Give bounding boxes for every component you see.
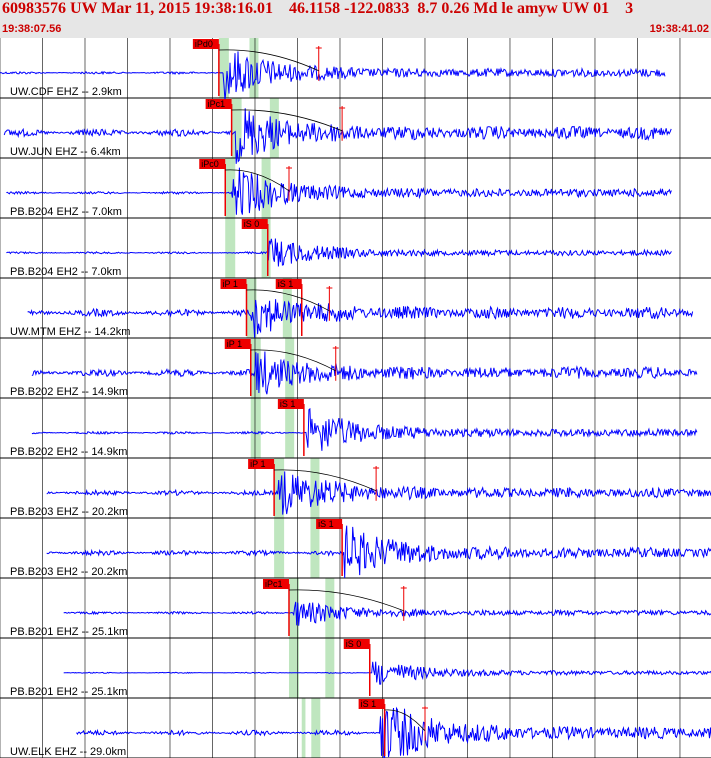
phase-window xyxy=(285,338,295,398)
seismogram-trace xyxy=(63,661,711,685)
pick-flag xyxy=(205,99,232,109)
phase-window xyxy=(250,398,261,458)
phase-window xyxy=(325,638,335,698)
pick-label: iPc0 xyxy=(201,159,219,169)
seismogram-trace xyxy=(31,407,698,451)
pick-flag xyxy=(277,399,304,409)
seismogram-trace xyxy=(46,525,711,579)
coda-curve xyxy=(288,589,404,612)
pick-flag xyxy=(220,279,247,289)
phase-window xyxy=(269,98,279,158)
coda-curve xyxy=(384,709,426,732)
trace-label: PB.B201 EH2 -- 25.1km xyxy=(10,686,127,698)
pick-flag xyxy=(199,159,226,169)
grid-lines xyxy=(0,38,711,758)
phase-window xyxy=(249,38,259,98)
phase-window xyxy=(274,518,285,578)
pick-flag xyxy=(241,219,268,229)
time-start-label: 19:38:07.56 xyxy=(2,23,62,35)
trace-label: PB.B202 EH2 -- 14.9km xyxy=(10,446,127,458)
coda-curve xyxy=(225,169,290,192)
pick-label: iS 1 xyxy=(318,519,334,529)
pick-label: iS 0 xyxy=(346,639,362,649)
phase-window xyxy=(310,518,320,578)
seismogram-trace xyxy=(0,51,666,101)
trace-label: UW.MTM EHZ -- 14.2km xyxy=(10,326,130,338)
pick-flag xyxy=(316,519,343,529)
phase-window xyxy=(261,218,271,278)
coda-curve xyxy=(246,289,330,312)
trace-label: UW.JUN EHZ -- 6.4km xyxy=(10,146,121,158)
pick-label: iS 0 xyxy=(244,219,260,229)
trace-label: PB.B202 EHZ -- 14.9km xyxy=(10,386,128,398)
pick-flag xyxy=(262,579,289,589)
pick-flag xyxy=(248,459,275,469)
phase-window xyxy=(261,158,271,218)
pick-flag xyxy=(343,639,370,649)
trace-label: PB.B203 EHZ -- 20.2km xyxy=(10,506,128,518)
pick-flag xyxy=(358,699,385,709)
pick-label: iP 1 xyxy=(227,339,242,349)
seismogram-trace xyxy=(27,299,694,338)
pick-flag xyxy=(275,279,302,289)
pick-label: iP 1 xyxy=(250,459,265,469)
coda-curve xyxy=(218,49,319,72)
phase-window xyxy=(288,578,299,638)
trace-label: PB.B204 EH2 -- 7.0km xyxy=(10,266,121,278)
trace-label: PB.B203 EH2 -- 20.2km xyxy=(10,566,127,578)
coda-curve xyxy=(231,109,343,132)
pick-flag xyxy=(224,339,251,349)
seismogram-trace xyxy=(6,238,672,267)
seismogram-trace xyxy=(31,351,698,395)
seismogram-plot: UW.CDF EHZ -- 2.9km UW.JUN EHZ -- 6.4km PB… xyxy=(0,38,711,758)
phase-window xyxy=(225,158,236,218)
phase-window xyxy=(231,98,242,158)
seismogram-trace xyxy=(46,471,711,515)
header-bar: 60983576 UW Mar 11, 2015 19:38:16.01 46.… xyxy=(0,0,711,38)
pick-label: iPc1 xyxy=(265,579,283,589)
phase-window xyxy=(325,578,335,638)
trace-label: UW.CDF EHZ -- 2.9km xyxy=(10,86,122,98)
pick-label: iS 1 xyxy=(361,699,377,709)
phase-window xyxy=(285,398,295,458)
pick-label: iP 1 xyxy=(222,279,237,289)
phase-window xyxy=(288,638,299,698)
pick-label: iS 1 xyxy=(280,399,296,409)
phase-window xyxy=(218,38,229,98)
seismogram-trace xyxy=(63,601,711,626)
trace-label: PB.B204 EHZ -- 7.0km xyxy=(10,206,122,218)
phase-window xyxy=(250,338,261,398)
pick-flag xyxy=(192,39,219,49)
phase-window xyxy=(311,698,321,758)
phase-window xyxy=(246,278,257,338)
pick-label: iS 1 xyxy=(278,279,294,289)
trace-label: UW.ELK EHZ -- 29.0km xyxy=(10,746,126,758)
phase-window xyxy=(225,218,236,278)
seismogram-trace xyxy=(76,706,711,758)
event-title: 60983576 UW Mar 11, 2015 19:38:16.01 46.… xyxy=(2,0,634,17)
time-end-label: 19:38:41.02 xyxy=(649,23,709,35)
seismogram-trace xyxy=(6,167,672,215)
trace-label: PB.B201 EHZ -- 25.1km xyxy=(10,626,128,638)
pick-label: iPc1 xyxy=(208,99,226,109)
phase-window xyxy=(301,698,306,758)
picks: iPd0 iPc1 iPc0 iS 0 iP 1 iS 1 iP 1 iS 1 iP 1 iS 1… xyxy=(192,39,428,756)
coda-curve xyxy=(274,469,377,492)
phase-window xyxy=(282,278,292,338)
trace-labels: UW.CDF EHZ -- 2.9km UW.JUN EHZ -- 6.4km PB… xyxy=(10,86,130,758)
pick-label: iPd0 xyxy=(195,39,213,49)
coda-curve xyxy=(250,349,336,372)
